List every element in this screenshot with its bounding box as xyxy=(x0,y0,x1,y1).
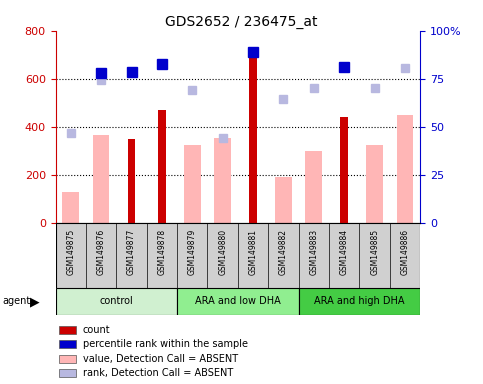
Text: GSM149882: GSM149882 xyxy=(279,229,288,275)
Bar xyxy=(366,145,383,223)
Bar xyxy=(275,177,292,223)
Bar xyxy=(128,139,135,223)
Text: GSM149883: GSM149883 xyxy=(309,229,318,275)
Text: ▶: ▶ xyxy=(30,295,40,308)
Text: count: count xyxy=(83,325,111,335)
Text: GSM149876: GSM149876 xyxy=(97,229,106,275)
Text: GSM149881: GSM149881 xyxy=(249,229,257,275)
Text: GSM149879: GSM149879 xyxy=(188,229,197,275)
Text: ARA and low DHA: ARA and low DHA xyxy=(195,296,281,306)
Text: GSM149875: GSM149875 xyxy=(66,229,75,275)
Bar xyxy=(158,110,166,223)
Text: GSM149880: GSM149880 xyxy=(218,229,227,275)
Text: GSM149878: GSM149878 xyxy=(157,229,167,275)
Bar xyxy=(341,117,348,223)
Text: percentile rank within the sample: percentile rank within the sample xyxy=(83,339,248,349)
Text: GSM149885: GSM149885 xyxy=(370,229,379,275)
Text: value, Detection Call = ABSENT: value, Detection Call = ABSENT xyxy=(83,354,238,364)
Bar xyxy=(59,354,76,362)
Bar xyxy=(59,326,76,334)
Bar xyxy=(397,115,413,223)
Bar xyxy=(93,135,110,223)
Bar xyxy=(305,151,322,223)
Text: ARA and high DHA: ARA and high DHA xyxy=(314,296,405,306)
Text: GSM149877: GSM149877 xyxy=(127,229,136,275)
Text: GSM149884: GSM149884 xyxy=(340,229,349,275)
FancyBboxPatch shape xyxy=(56,288,177,315)
Text: agent: agent xyxy=(2,296,30,306)
Text: rank, Detection Call = ABSENT: rank, Detection Call = ABSENT xyxy=(83,368,233,378)
FancyBboxPatch shape xyxy=(298,288,420,315)
Bar xyxy=(62,192,79,223)
FancyBboxPatch shape xyxy=(56,223,420,288)
Bar xyxy=(214,137,231,223)
Bar xyxy=(184,145,200,223)
Bar xyxy=(59,369,76,377)
Text: control: control xyxy=(99,296,133,306)
Bar xyxy=(59,340,76,348)
Bar xyxy=(249,55,257,223)
FancyBboxPatch shape xyxy=(177,288,298,315)
Text: GDS2652 / 236475_at: GDS2652 / 236475_at xyxy=(165,15,318,29)
Text: GSM149886: GSM149886 xyxy=(400,229,410,275)
